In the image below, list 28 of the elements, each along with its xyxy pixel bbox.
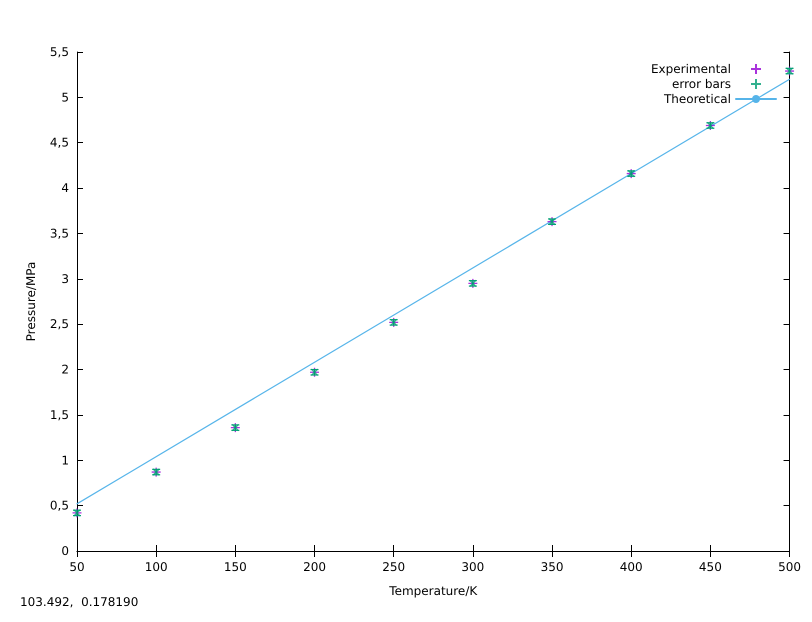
y-tick-label: 1,5	[50, 408, 69, 422]
y-tick-label: 0	[61, 544, 69, 558]
y-tick-label: 3	[61, 272, 69, 286]
x-axis-title: Temperature/K	[388, 584, 478, 598]
y-tick-label: 4,5	[50, 136, 69, 150]
x-tick-label: 250	[382, 560, 406, 574]
x-tick-label: 200	[303, 560, 326, 574]
x-tick-label: 100	[144, 560, 168, 574]
x-tick-label: 300	[461, 560, 484, 574]
x-tick-label: 400	[620, 560, 643, 574]
x-tick-label: 150	[224, 560, 247, 574]
x-tick-label: 350	[540, 560, 564, 574]
legend-label: Theoretical	[662, 92, 731, 106]
legend-label: error bars	[672, 77, 731, 91]
y-tick-label: 0,5	[50, 498, 69, 513]
x-tick-label: 500	[778, 560, 801, 574]
y-tick-label: 2,5	[50, 317, 69, 332]
legend-label: Experimental	[650, 62, 731, 76]
y-tick-label: 2	[61, 362, 69, 377]
x-tick-label: 450	[698, 560, 722, 574]
y-tick-label: 5,5	[50, 45, 69, 59]
y-tick-label: 5	[61, 90, 69, 104]
y-tick-label: 4	[61, 181, 69, 196]
text: 103.492, 0.178190	[20, 595, 138, 609]
y-tick-label: 1	[61, 453, 69, 468]
y-tick-label: 3,5	[50, 226, 69, 240]
x-tick-label: 50	[69, 560, 85, 574]
y-axis-title: Pressure/MPa	[24, 262, 38, 342]
